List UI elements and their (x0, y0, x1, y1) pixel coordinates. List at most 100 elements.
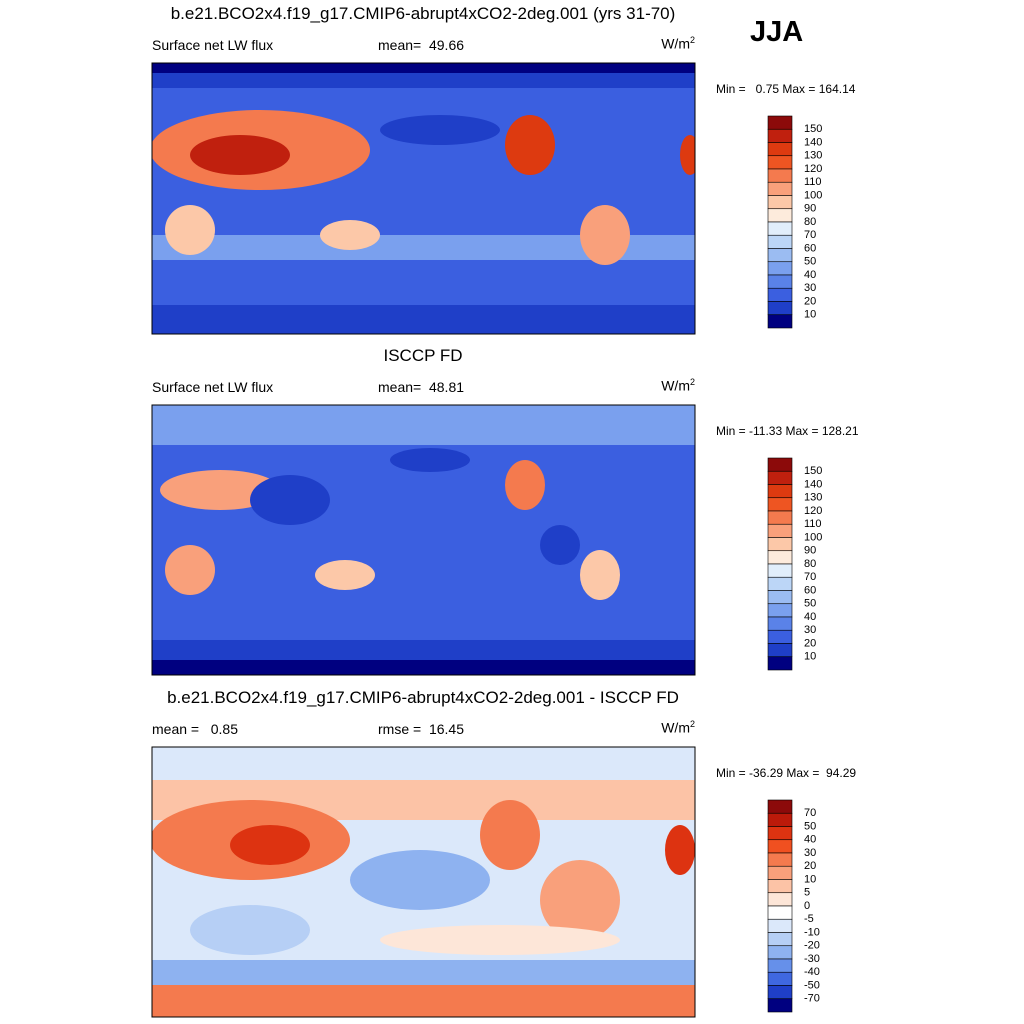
colorbar-label: -70 (804, 993, 820, 1005)
colorbar-label: 50 (804, 820, 816, 832)
colorbar-label: 40 (804, 611, 816, 623)
colorbar-label: 90 (804, 203, 816, 215)
colorbar-box (767, 812, 793, 827)
colorbar-label: 130 (804, 150, 822, 162)
colorbar-label: -40 (804, 966, 820, 978)
colorbar-label: 50 (804, 256, 816, 268)
min-max: Min = 0.75 Max = 164.14 (716, 82, 856, 96)
colorbar-box (767, 301, 793, 316)
units-base: W/m (661, 719, 690, 736)
colorbar-box (767, 563, 793, 578)
colorbar-label: 30 (804, 282, 816, 294)
colorbar-label: 20 (804, 295, 816, 307)
colorbar-label: -30 (804, 953, 820, 965)
colorbar-box (767, 115, 793, 130)
colorbar-box (767, 221, 793, 236)
panel-title: ISCCP FD (383, 346, 463, 365)
colorbar-box (767, 998, 793, 1013)
colorbar-box (767, 576, 793, 591)
colorbar-label: 60 (804, 242, 816, 254)
colorbar-label: 70 (804, 571, 816, 583)
colorbar-box (767, 155, 793, 170)
colorbar-box (767, 799, 793, 814)
colorbar-box (767, 181, 793, 196)
colorbar-box (767, 629, 793, 644)
colorbar-label: 100 (804, 531, 822, 543)
map (152, 63, 695, 334)
colorbar-label: 40 (804, 269, 816, 281)
units-sup: 2 (689, 377, 695, 387)
colorbar-box (767, 643, 793, 658)
colorbar-box (767, 905, 793, 920)
units: W/m2 (661, 720, 695, 735)
colorbar-label: 110 (804, 176, 822, 188)
map-frame (151, 746, 696, 1018)
colorbar-box (767, 550, 793, 565)
units-base: W/m (661, 35, 690, 52)
center-label: rmse = 16.45 (378, 721, 464, 737)
colorbar-label: 120 (804, 505, 822, 517)
colorbar-box (767, 656, 793, 671)
colorbar-box (767, 208, 793, 223)
colorbar-label: -10 (804, 926, 820, 938)
colorbar-label: 140 (804, 136, 822, 148)
colorbar-box (767, 261, 793, 276)
colorbar-label: -50 (804, 979, 820, 991)
colorbar-label: 120 (804, 163, 822, 175)
colorbar-box (767, 892, 793, 907)
colorbar-box (767, 971, 793, 986)
colorbar-box (767, 616, 793, 631)
colorbar-box (767, 510, 793, 525)
colorbar-box (767, 958, 793, 973)
colorbar-label: 10 (804, 309, 816, 321)
colorbar-label: 130 (804, 492, 822, 504)
panel-title: b.e21.BCO2x4.f19_g17.CMIP6-abrupt4xCO2-2… (167, 688, 679, 707)
colorbar-box (767, 879, 793, 894)
map-frame (151, 62, 696, 335)
colorbar-label: 20 (804, 637, 816, 649)
colorbar-box (767, 168, 793, 183)
colorbar-box (767, 826, 793, 841)
colorbar-label: 140 (804, 478, 822, 490)
colorbar-box (767, 537, 793, 552)
colorbar-box (767, 839, 793, 854)
colorbar-box (767, 142, 793, 157)
colorbar-box (767, 195, 793, 210)
map-frame (151, 404, 696, 676)
colorbar-label: 0 (804, 900, 810, 912)
units-sup: 2 (689, 719, 695, 729)
colorbar-box (767, 918, 793, 933)
units-sup: 2 (689, 35, 695, 45)
left-label: Surface net LW flux (152, 37, 274, 53)
colorbar-label: 10 (804, 873, 816, 885)
colorbar-box (767, 497, 793, 512)
colorbar-label: 80 (804, 216, 816, 228)
colorbar-box (767, 128, 793, 143)
colorbar-label: 20 (804, 860, 816, 872)
map (152, 747, 695, 1017)
units: W/m2 (661, 36, 695, 51)
colorbar-label: 30 (804, 847, 816, 859)
colorbar-label: -20 (804, 940, 820, 952)
colorbar-box (767, 852, 793, 867)
season-label: JJA (750, 16, 804, 48)
colorbar-label: 30 (804, 624, 816, 636)
colorbar-label: 60 (804, 584, 816, 596)
colorbar-box (767, 945, 793, 960)
colorbar-box (767, 314, 793, 329)
colorbar-label: 110 (804, 518, 822, 530)
center-label: mean= 48.81 (378, 379, 465, 395)
colorbar-label: 150 (804, 123, 822, 135)
colorbar-box (767, 248, 793, 263)
map (152, 405, 695, 675)
units: W/m2 (661, 378, 695, 393)
colorbar-label: 50 (804, 598, 816, 610)
colorbar-label: 70 (804, 229, 816, 241)
colorbar-box (767, 932, 793, 947)
colorbar-box (767, 287, 793, 302)
colorbar-box (767, 985, 793, 1000)
colorbar-label: 10 (804, 651, 816, 663)
colorbar-box (767, 457, 793, 472)
